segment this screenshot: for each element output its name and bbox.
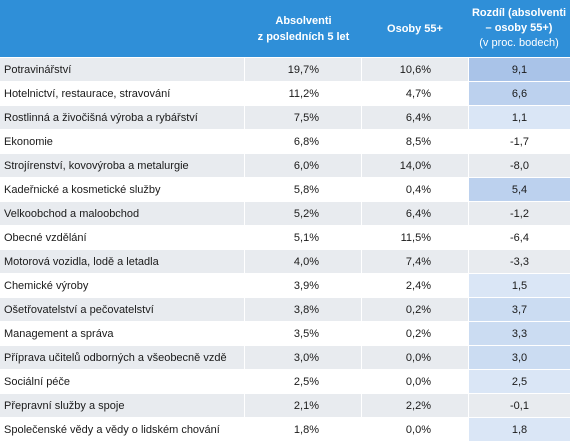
header-difference: Rozdíl (absolventi – osoby 55+) (v proc.… <box>468 0 570 57</box>
row-graduates-share: 3,8% <box>245 298 362 321</box>
row-graduates-share: 11,2% <box>245 82 362 105</box>
table-row: Chemické výroby 3,9% 2,4% 1,5 <box>0 273 570 297</box>
row-graduates-share: 7,5% <box>245 106 362 129</box>
row-category: Přepravní služby a spoje <box>0 394 245 417</box>
row-category: Společenské vědy a vědy o lidském chován… <box>0 418 245 441</box>
row-difference: 3,7 <box>468 298 570 321</box>
row-graduates-share: 3,0% <box>245 346 362 369</box>
row-difference: 6,6 <box>468 82 570 105</box>
row-older-share: 0,2% <box>405 327 431 340</box>
row-category: Potravinářství <box>0 58 245 81</box>
row-category: Obecné vzdělání <box>0 226 245 249</box>
table-row: Rostlinná a živočišná výroba a rybářství… <box>0 105 570 129</box>
header-category <box>0 0 245 57</box>
table-row: Společenské vědy a vědy o lidském chován… <box>0 417 570 441</box>
row-category: Hotelnictví, restaurace, stravování <box>0 82 245 105</box>
table-row: Hotelnictví, restaurace, stravování 11,2%… <box>0 81 570 105</box>
row-category: Management a správa <box>0 322 245 345</box>
table-row: Kadeřnické a kosmetické služby 5,8% 0,4% 5,… <box>0 177 570 201</box>
row-older-share: 0,4% <box>405 183 431 196</box>
header-older: Osoby 55+ <box>387 22 443 35</box>
row-category: Ošetřovatelství a pečovatelství <box>0 298 245 321</box>
row-graduates-share: 5,8% <box>245 178 362 201</box>
row-category: Kadeřnické a kosmetické služby <box>0 178 245 201</box>
row-older-share: 8,5% <box>405 135 431 148</box>
row-graduates-share: 5,1% <box>245 226 362 249</box>
row-older-share: 2,2% <box>405 399 431 412</box>
row-graduates-share: 2,5% <box>245 370 362 393</box>
header-graduates-line2: z posledních 5 let <box>257 30 350 43</box>
table-row: Motorová vozidla, lodě a letadla 4,0% 7,4%… <box>0 249 570 273</box>
row-difference: -1,7 <box>468 130 570 153</box>
header-difference-line1: Rozdíl (absolventi <box>471 7 567 19</box>
row-older-share: 6,4% <box>405 207 431 220</box>
row-category: Příprava učitelů odborných a všeobecně v… <box>0 346 245 369</box>
row-difference: 1,8 <box>468 418 570 441</box>
row-difference: -8,0 <box>468 154 570 177</box>
header-graduates-line1: Absolventi <box>275 14 332 27</box>
row-difference: 5,4 <box>468 178 570 201</box>
row-difference: -3,3 <box>468 250 570 273</box>
header-difference-line3: (v proc. bodech) <box>479 37 559 49</box>
header-graduates: Absolventi z posledních 5 let <box>245 0 362 57</box>
table-row: Potravinářství 19,7% 10,6% 9,1 <box>0 57 570 81</box>
row-graduates-share: 6,0% <box>245 154 362 177</box>
row-difference: -1,2 <box>468 202 570 225</box>
table-row: Strojírenství, kovovýroba a metalurgie 6,… <box>0 153 570 177</box>
row-graduates-share: 2,1% <box>245 394 362 417</box>
row-category: Sociální péče <box>0 370 245 393</box>
row-category: Ekonomie <box>0 130 245 153</box>
table-row: Přepravní služby a spoje 2,1% 2,2% -0,1 <box>0 393 570 417</box>
table-row: Obecné vzdělání 5,1% 11,5% -6,4 <box>0 225 570 249</box>
table-body: Potravinářství 19,7% 10,6% 9,1 Hotelnictví, … <box>0 57 570 441</box>
row-difference: 3,3 <box>468 322 570 345</box>
row-older-share: 0,0% <box>405 351 431 364</box>
row-category: Motorová vozidla, lodě a letadla <box>0 250 245 273</box>
row-category: Velkoobchod a maloobchod <box>0 202 245 225</box>
row-graduates-share: 19,7% <box>245 58 362 81</box>
table-row: Ošetřovatelství a pečovatelství 3,8% 0,2% 3… <box>0 297 570 321</box>
row-older-share: 7,4% <box>405 255 431 268</box>
table-row: Ekonomie 6,8% 8,5% -1,7 <box>0 129 570 153</box>
row-graduates-share: 3,9% <box>245 274 362 297</box>
table-row: Velkoobchod a maloobchod 5,2% 6,4% -1,2 <box>0 201 570 225</box>
table-row: Příprava učitelů odborných a všeobecně v… <box>0 345 570 369</box>
row-difference: 9,1 <box>468 58 570 81</box>
row-graduates-share: 3,5% <box>245 322 362 345</box>
row-category: Rostlinná a živočišná výroba a rybářství <box>0 106 245 129</box>
row-category: Chemické výroby <box>0 274 245 297</box>
table-header: Absolventi z posledních 5 let Osoby 55+ … <box>0 0 570 57</box>
row-difference: 2,5 <box>468 370 570 393</box>
row-older-share: 2,4% <box>405 279 431 292</box>
row-difference: -6,4 <box>468 226 570 249</box>
row-graduates-share: 4,0% <box>245 250 362 273</box>
row-older-share: 6,4% <box>405 111 431 124</box>
header-difference-line2: – osoby 55+) <box>485 22 553 34</box>
row-older-share: 0,0% <box>405 423 431 436</box>
row-graduates-share: 6,8% <box>245 130 362 153</box>
row-category: Strojírenství, kovovýroba a metalurgie <box>0 154 245 177</box>
row-older-share: 14,0% <box>399 159 431 172</box>
row-difference: 1,5 <box>468 274 570 297</box>
table-row: Management a správa 3,5% 0,2% 3,3 <box>0 321 570 345</box>
row-older-share: 4,7% <box>405 87 431 100</box>
row-difference: 3,0 <box>468 346 570 369</box>
row-graduates-share: 5,2% <box>245 202 362 225</box>
row-older-share: 10,6% <box>399 63 431 76</box>
row-difference: -0,1 <box>468 394 570 417</box>
row-difference: 1,1 <box>468 106 570 129</box>
row-graduates-share: 1,8% <box>245 418 362 441</box>
row-older-share: 0,2% <box>405 303 431 316</box>
table-row: Sociální péče 2,5% 0,0% 2,5 <box>0 369 570 393</box>
row-older-share: 11,5% <box>400 231 431 244</box>
row-older-share: 0,0% <box>405 375 431 388</box>
